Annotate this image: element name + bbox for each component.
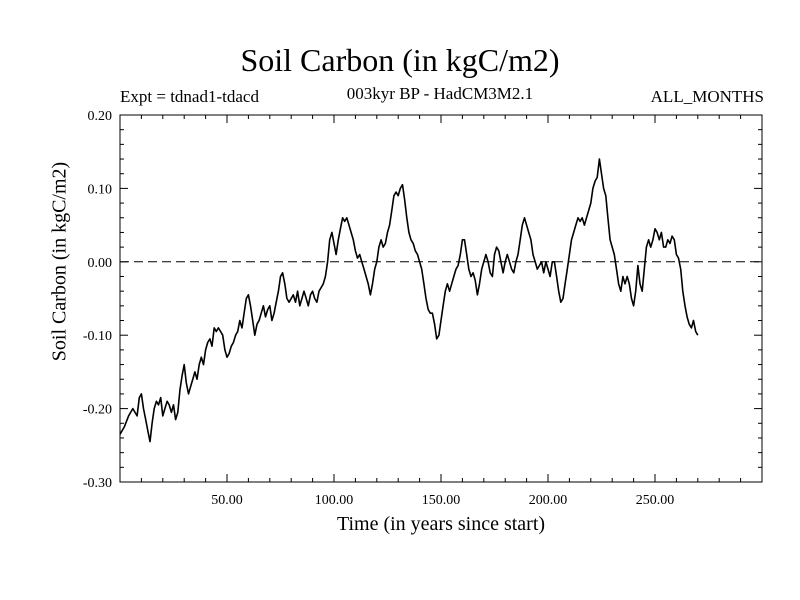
series-line xyxy=(119,158,699,443)
y-tick-label: -0.30 xyxy=(83,476,112,491)
x-tick-label: 150.00 xyxy=(422,493,461,508)
y-tick-label: 0.00 xyxy=(88,256,113,271)
model-label: 003kyr BP - HadCM3M2.1 xyxy=(346,84,534,103)
x-tick-label: 100.00 xyxy=(315,493,354,508)
months-label: ALL_MONTHS xyxy=(650,87,764,106)
x-tick-label: 200.00 xyxy=(529,493,568,508)
plot-frame xyxy=(119,114,763,483)
y-tick-label: -0.20 xyxy=(83,403,112,418)
x-tick-label: 50.00 xyxy=(211,493,243,508)
y-tick-label: 0.10 xyxy=(88,182,113,197)
y-tick-label: -0.10 xyxy=(83,329,112,344)
experiment-label: Expt = tdnad1-tdacd xyxy=(120,87,259,106)
x-tick-label: 250.00 xyxy=(636,493,675,508)
y-axis-label: Soil Carbon (in kgC/m2) xyxy=(48,161,71,362)
y-tick-label: 0.20 xyxy=(88,109,113,124)
chart-title: Soil Carbon (in kgC/m2) xyxy=(240,42,560,78)
x-axis-label: Time (in years since start) xyxy=(336,513,546,535)
